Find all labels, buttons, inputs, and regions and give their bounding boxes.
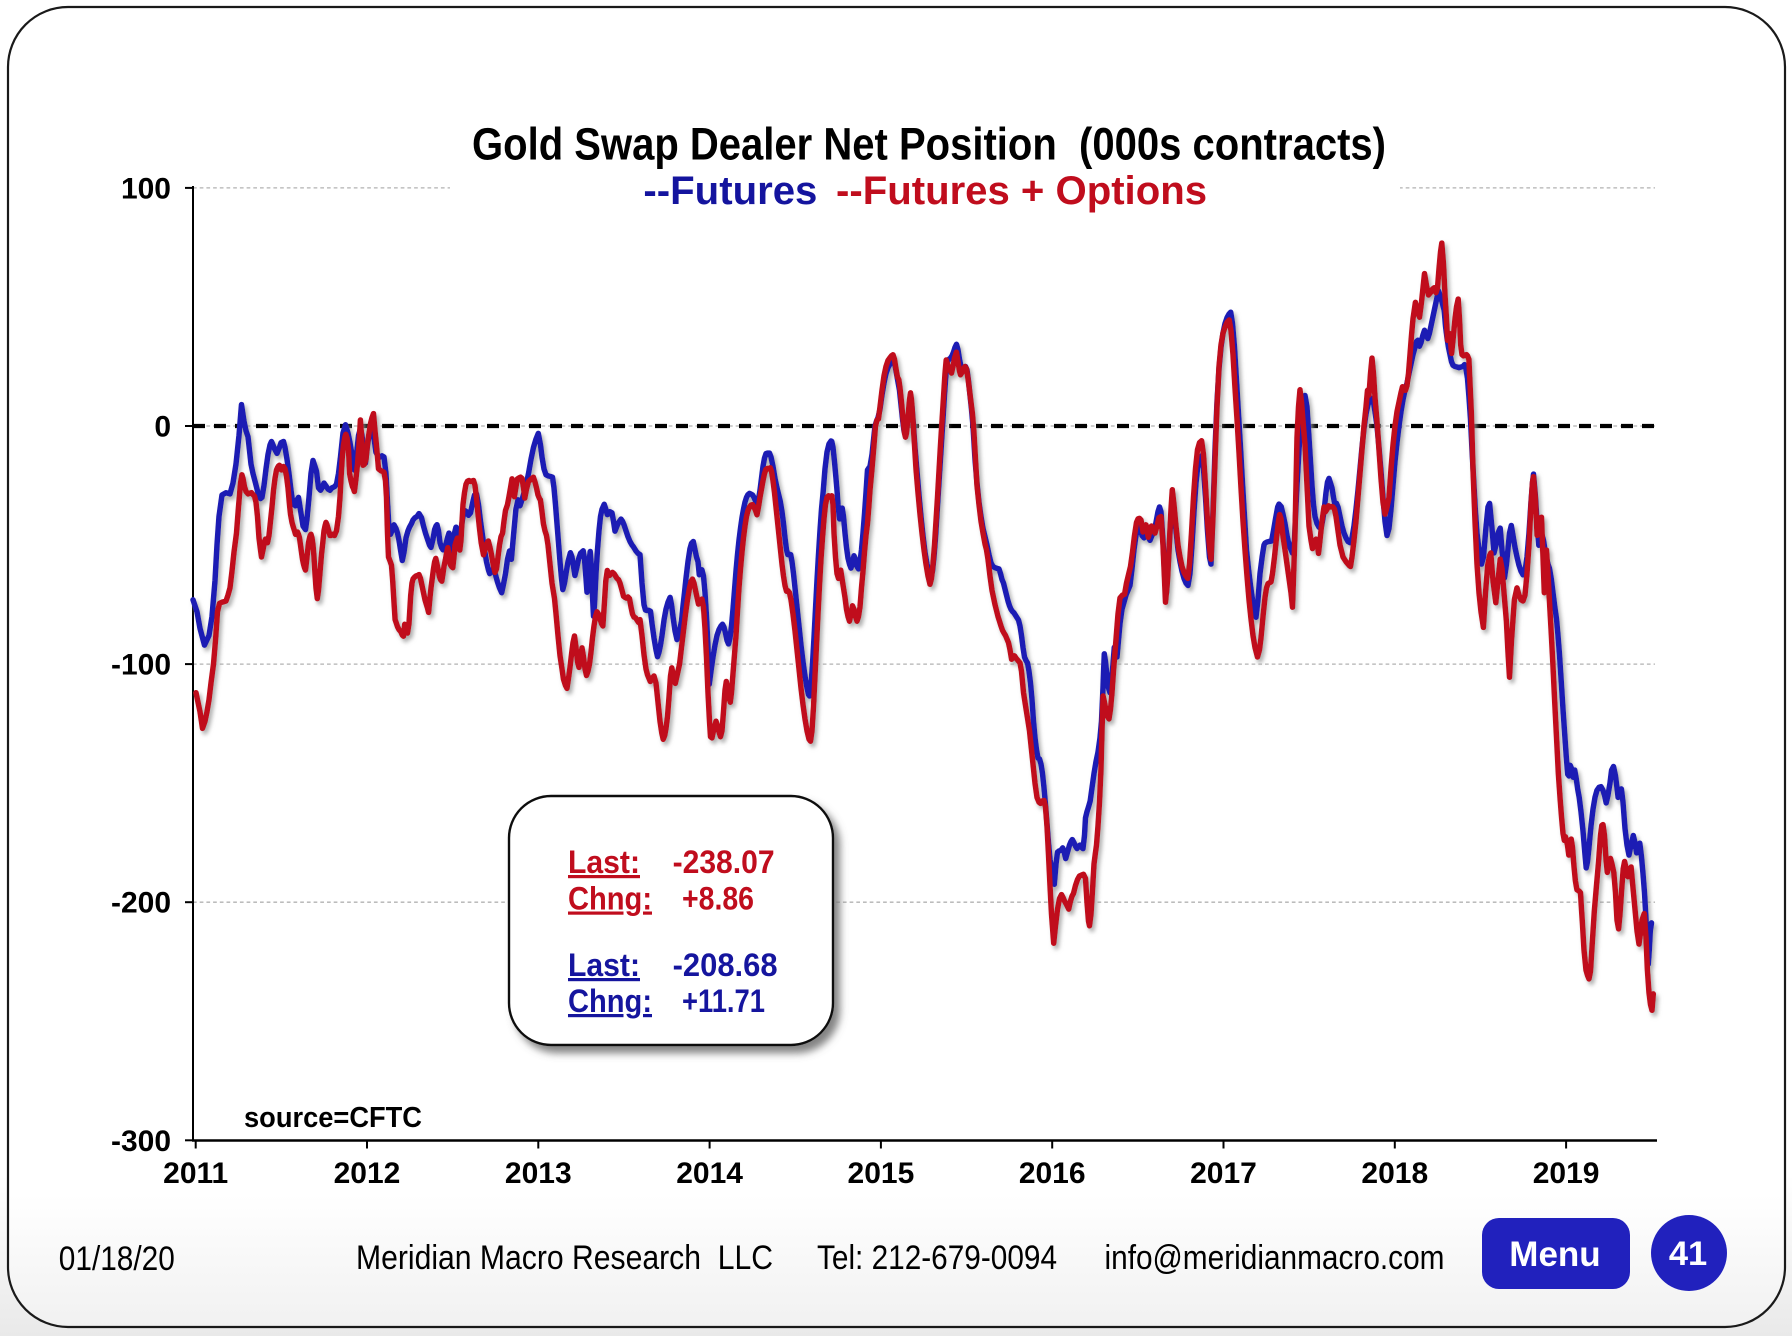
svg-text:info@meridianmacro.com: info@meridianmacro.com bbox=[1105, 1239, 1445, 1277]
svg-text:Chng:: Chng: bbox=[568, 983, 652, 1019]
svg-text:Menu: Menu bbox=[1509, 1235, 1600, 1274]
svg-text:100: 100 bbox=[121, 172, 171, 205]
svg-text:--Futures: --Futures bbox=[643, 169, 817, 213]
svg-text:2011: 2011 bbox=[163, 1157, 228, 1190]
svg-text:-200: -200 bbox=[111, 887, 171, 920]
svg-text:Gold Swap Dealer Net Position: Gold Swap Dealer Net Position (000s cont… bbox=[472, 119, 1386, 170]
svg-text:-208.68: -208.68 bbox=[673, 947, 778, 983]
svg-text:Chng:: Chng: bbox=[568, 881, 652, 917]
svg-text:2019: 2019 bbox=[1533, 1157, 1600, 1190]
svg-text:+8.86: +8.86 bbox=[682, 881, 754, 917]
svg-text:--Futures + Options: --Futures + Options bbox=[836, 169, 1207, 213]
svg-text:2012: 2012 bbox=[334, 1157, 401, 1190]
svg-text:Tel: 212-679-0094: Tel: 212-679-0094 bbox=[817, 1239, 1057, 1277]
svg-text:2016: 2016 bbox=[1019, 1157, 1086, 1190]
svg-text:-238.07: -238.07 bbox=[673, 844, 775, 880]
svg-text:Last:: Last: bbox=[568, 947, 640, 983]
svg-text:41: 41 bbox=[1669, 1235, 1707, 1273]
svg-text:2017: 2017 bbox=[1190, 1157, 1257, 1190]
svg-text:+11.71: +11.71 bbox=[682, 983, 765, 1019]
svg-text:-300: -300 bbox=[111, 1125, 171, 1158]
svg-text:2018: 2018 bbox=[1361, 1157, 1428, 1190]
svg-text:0: 0 bbox=[154, 411, 171, 444]
svg-text:2015: 2015 bbox=[848, 1157, 915, 1190]
svg-text:01/18/20: 01/18/20 bbox=[59, 1240, 175, 1278]
svg-text:-100: -100 bbox=[111, 649, 171, 682]
svg-text:2014: 2014 bbox=[676, 1157, 743, 1190]
svg-text:Last:: Last: bbox=[568, 844, 640, 880]
svg-text:Meridian Macro Research LLC: Meridian Macro Research LLC bbox=[356, 1239, 773, 1277]
svg-text:2013: 2013 bbox=[505, 1157, 572, 1190]
svg-text:source=CFTC: source=CFTC bbox=[244, 1102, 422, 1134]
